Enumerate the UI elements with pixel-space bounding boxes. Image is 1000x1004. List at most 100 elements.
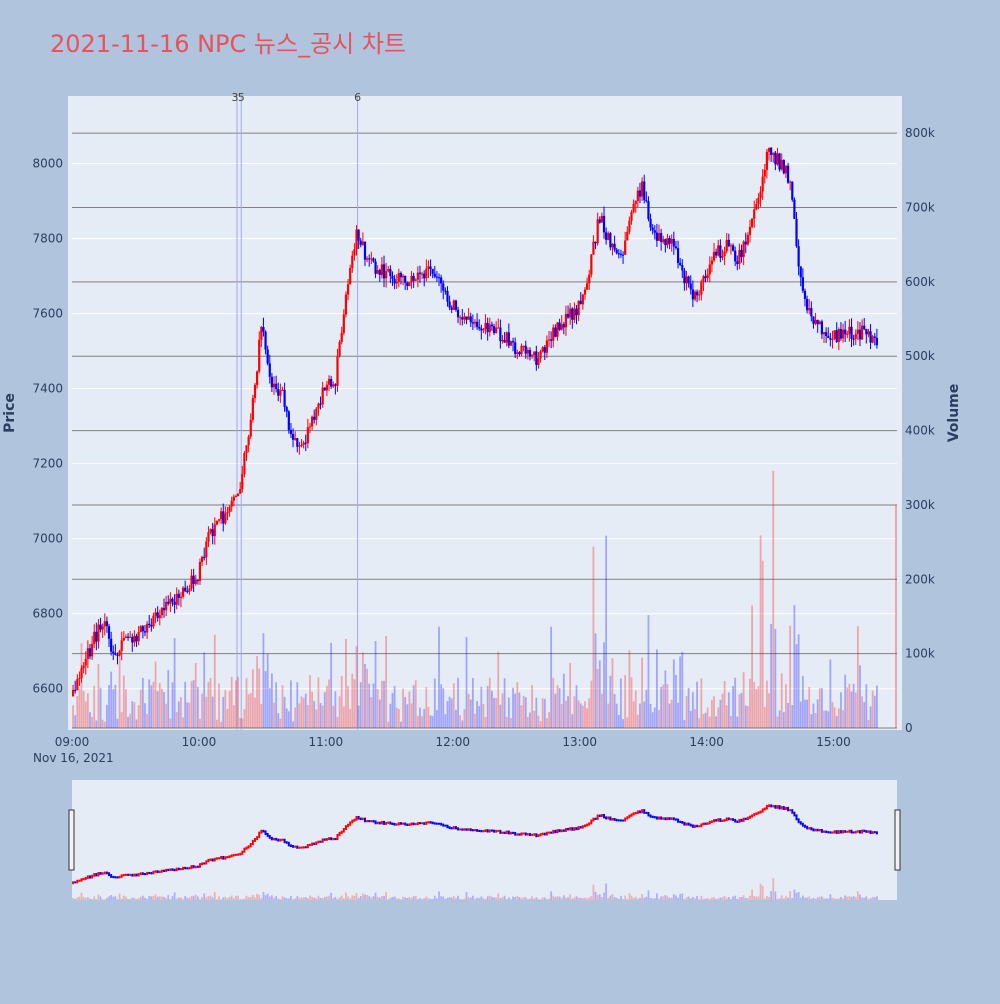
- rangeslider-volume-bar: [364, 894, 366, 900]
- rangeslider-volume-bar: [755, 896, 758, 900]
- volume-bar: [108, 685, 110, 728]
- rangeslider-volume-bar: [768, 897, 770, 900]
- volume-bar: [581, 705, 584, 728]
- volume-bar: [723, 680, 726, 728]
- volume-tick-label: 300k: [905, 498, 935, 512]
- candle-body: [596, 219, 599, 244]
- rangeslider-volume-bar: [660, 896, 663, 900]
- volume-bar: [562, 673, 565, 728]
- volume-bar: [510, 717, 512, 728]
- rangeslider-volume-bar: [315, 898, 318, 900]
- candle-body: [727, 239, 730, 247]
- volume-bar: [345, 638, 347, 728]
- rangeslider-volume-bar: [548, 898, 550, 900]
- volume-bar: [812, 703, 815, 728]
- rangeslider-handle-left[interactable]: [68, 809, 75, 871]
- rangeslider-volume-bar: [194, 894, 197, 900]
- volume-bar: [247, 694, 250, 728]
- volume-bar: [461, 720, 464, 728]
- candle-body: [378, 270, 381, 275]
- rangeslider-handle-right[interactable]: [894, 809, 901, 871]
- volume-bar: [501, 693, 504, 728]
- rangeslider-volume-bar: [122, 895, 125, 900]
- volume-tick-label: 400k: [905, 424, 935, 438]
- rangeslider-volume-bar: [167, 895, 170, 900]
- candle-body: [556, 322, 559, 337]
- rangeslider-volume-bar: [859, 894, 861, 900]
- rangeslider-volume-bar: [730, 898, 732, 900]
- candle-body: [262, 327, 265, 332]
- rangeslider-volume-bar: [438, 891, 440, 900]
- candle-body: [365, 258, 369, 260]
- volume-bar: [436, 710, 438, 728]
- rangeslider-volume-bar: [452, 896, 455, 900]
- candle-body: [774, 152, 777, 165]
- volume-bar: [730, 715, 732, 728]
- candle-body: [679, 262, 682, 266]
- candle-body: [294, 438, 297, 440]
- volume-bar: [535, 697, 538, 728]
- rangeslider-volume-bar: [666, 896, 669, 900]
- candle-body: [767, 147, 771, 152]
- rangeslider-volume-bar: [861, 897, 863, 900]
- volume-bar: [254, 697, 256, 728]
- volume-bar: [421, 716, 423, 728]
- rangeslider-volume-bar: [541, 897, 544, 900]
- rangeslider-volume-bar: [842, 898, 844, 900]
- chart-title: 2021-11-16 NPC 뉴스_공시 차트: [50, 30, 407, 58]
- candle-body: [97, 624, 100, 642]
- rangeslider-volume-bar: [400, 899, 402, 900]
- candle-body: [619, 253, 623, 255]
- rangeslider-volume-bar: [110, 895, 113, 900]
- rangeslider-volume-bar: [797, 891, 800, 900]
- rangeslider-volume-bar: [209, 895, 212, 900]
- candle-body: [829, 337, 832, 340]
- rangeslider-volume-bar: [573, 897, 576, 900]
- rangeslider-volume-bar: [188, 897, 191, 900]
- candle-body: [833, 330, 836, 339]
- rangeslider-volume-bar: [408, 896, 411, 900]
- candle-body: [750, 218, 754, 227]
- rangeslider-volume-bar: [180, 897, 182, 900]
- rangeslider-volume-bar: [727, 896, 730, 900]
- candle-body: [731, 245, 735, 251]
- volume-bar: [484, 716, 487, 728]
- rangeslider-volume-bar: [622, 899, 624, 900]
- candle-body: [869, 331, 872, 343]
- rangeslider-volume-bar: [569, 894, 572, 900]
- candle-body: [281, 389, 284, 391]
- candle-body: [196, 580, 199, 582]
- candle-body: [742, 241, 745, 258]
- volume-bar: [793, 605, 796, 728]
- rangeslider-volume-bar: [520, 898, 523, 900]
- volume-bar: [856, 626, 859, 728]
- volume-bar: [186, 702, 189, 728]
- volume-bar: [706, 707, 709, 728]
- volume-bar: [237, 676, 239, 728]
- volume-bar: [512, 687, 514, 728]
- rangeslider-volume-bar: [723, 895, 726, 900]
- volume-bar: [497, 651, 500, 728]
- rangeslider-volume-bar: [245, 895, 248, 900]
- candle-body: [177, 593, 180, 598]
- candle-body: [871, 336, 874, 343]
- volume-bar: [808, 687, 811, 728]
- candle-body: [486, 322, 489, 333]
- rangeslider-volume-bar: [264, 895, 267, 900]
- volume-bar: [518, 692, 521, 728]
- candle-body: [776, 153, 779, 165]
- candle-body: [255, 371, 259, 385]
- volume-bar: [651, 712, 654, 728]
- volume-bar: [761, 560, 764, 728]
- candle-body: [158, 615, 161, 619]
- volume-bar: [127, 716, 129, 728]
- candle-body: [129, 636, 132, 638]
- rangeslider-volume-bar: [133, 897, 136, 900]
- candle-body: [854, 333, 857, 339]
- candle-body: [440, 277, 443, 284]
- volume-bar: [810, 714, 813, 728]
- price-tick-label: 6600: [32, 682, 63, 696]
- rangeslider-volume-bar: [837, 898, 840, 900]
- rangeslider-volume-bar: [154, 894, 157, 900]
